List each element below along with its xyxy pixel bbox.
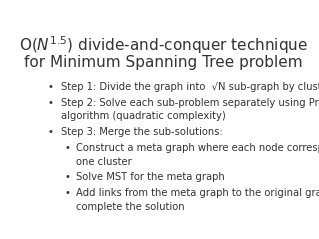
Text: •: • bbox=[64, 143, 70, 153]
Text: one cluster: one cluster bbox=[76, 157, 131, 167]
Text: •: • bbox=[47, 127, 53, 137]
Text: •: • bbox=[64, 188, 70, 198]
Text: Step 3: Merge the sub-solutions:: Step 3: Merge the sub-solutions: bbox=[61, 127, 223, 137]
Text: •: • bbox=[47, 98, 53, 108]
Text: O($\mathit{N}^{1.5}$) divide-and-conquer technique: O($\mathit{N}^{1.5}$) divide-and-conquer… bbox=[19, 34, 308, 56]
Text: •: • bbox=[64, 172, 70, 182]
Text: Step 2: Solve each sub-problem separately using Prim’s: Step 2: Solve each sub-problem separatel… bbox=[61, 98, 319, 108]
Text: Construct a meta graph where each node corresponds to: Construct a meta graph where each node c… bbox=[76, 143, 319, 153]
Text: •: • bbox=[47, 82, 53, 92]
Text: algorithm (quadratic complexity): algorithm (quadratic complexity) bbox=[61, 111, 226, 121]
Text: Add links from the meta graph to the original graph to: Add links from the meta graph to the ori… bbox=[76, 188, 319, 198]
Text: Step 1: Divide the graph into  √N sub-graph by clustering.: Step 1: Divide the graph into √N sub-gra… bbox=[61, 82, 319, 92]
Text: Solve MST for the meta graph: Solve MST for the meta graph bbox=[76, 172, 225, 182]
Text: for Minimum Spanning Tree problem: for Minimum Spanning Tree problem bbox=[24, 55, 303, 70]
Text: complete the solution: complete the solution bbox=[76, 202, 184, 212]
